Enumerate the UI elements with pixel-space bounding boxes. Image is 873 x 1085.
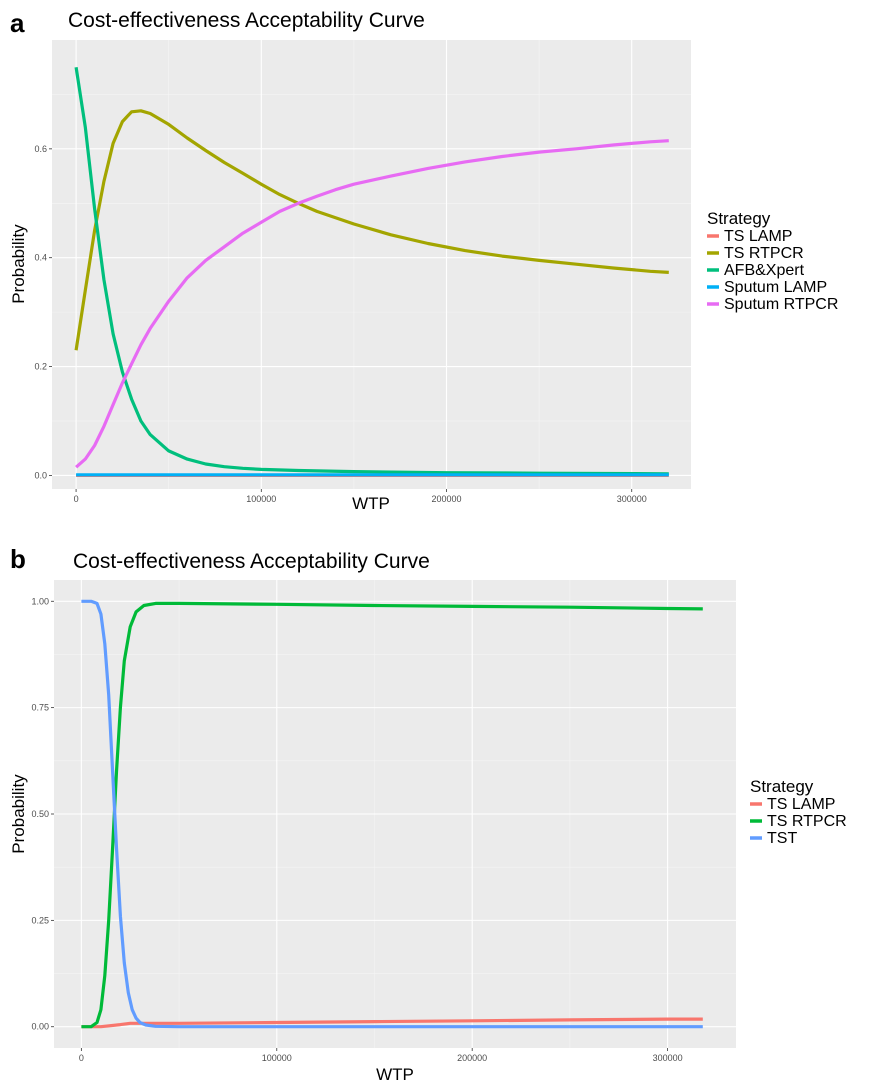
- plot-background: [52, 40, 691, 489]
- legend-label: TS RTPCR: [724, 245, 804, 262]
- series-layer: [74, 66, 669, 477]
- panel-letter: b: [10, 544, 26, 574]
- y-tick-label: 0.25: [31, 915, 49, 925]
- series-line-ts-rtpcr: [74, 109, 669, 351]
- legend-item: TST: [750, 830, 797, 847]
- legend-item: TS LAMP: [750, 796, 835, 813]
- series-layer: [81, 599, 703, 1029]
- series-line-sputum-rtpcr: [75, 139, 669, 469]
- x-axis-title: WTP: [376, 1065, 414, 1084]
- legend-label: TS LAMP: [767, 796, 835, 813]
- panel-b: b Cost-effectiveness Acceptability Curve…: [9, 544, 847, 1084]
- x-tick-label: 100000: [246, 494, 276, 504]
- grid: [54, 580, 736, 1048]
- y-tick-label: 0.50: [31, 809, 49, 819]
- x-axis: 0 100000 200000 300000: [74, 489, 647, 504]
- y-tick-label: 0.6: [34, 144, 47, 154]
- series-line-ts-lamp: [81, 1017, 703, 1029]
- x-axis: 0 100000 200000 300000: [79, 1048, 683, 1063]
- y-axis: 0.0 0.2 0.4 0.6: [34, 144, 52, 480]
- chart-title: Cost-effectiveness Acceptability Curve: [73, 550, 430, 573]
- chart-title: Cost-effectiveness Acceptability Curve: [68, 9, 425, 32]
- x-tick-label: 300000: [617, 494, 647, 504]
- x-axis-title: WTP: [352, 494, 390, 513]
- legend-label: TST: [767, 830, 797, 847]
- y-tick-label: 0.00: [31, 1022, 49, 1032]
- legend-item: TS RTPCR: [750, 813, 847, 830]
- x-tick-label: 200000: [457, 1053, 487, 1063]
- legend-title: Strategy: [707, 209, 771, 228]
- panel-a: a Cost-effectiveness Acceptability Curve…: [9, 8, 838, 513]
- x-tick-label: 200000: [431, 494, 461, 504]
- legend-item: Sputum LAMP: [707, 279, 827, 296]
- y-tick-label: 0.0: [34, 470, 47, 480]
- x-tick-label: 300000: [653, 1053, 683, 1063]
- y-tick-label: 0.75: [31, 703, 49, 713]
- y-tick-label: 0.4: [34, 253, 47, 263]
- y-tick-label: 0.2: [34, 362, 47, 372]
- series-line-tst: [81, 599, 703, 1029]
- legend-label: TS LAMP: [724, 228, 792, 245]
- legend-title: Strategy: [750, 777, 814, 796]
- y-axis-title: Probability: [9, 774, 28, 854]
- x-tick-label: 0: [79, 1053, 84, 1063]
- legend-item: Sputum RTPCR: [707, 296, 838, 313]
- legend-label: AFB&Xpert: [724, 262, 805, 279]
- x-tick-label: 100000: [262, 1053, 292, 1063]
- y-axis-title: Probability: [9, 224, 28, 304]
- y-tick-label: 1.00: [31, 596, 49, 606]
- legend-item: AFB&Xpert: [707, 262, 805, 279]
- legend-item: TS LAMP: [707, 228, 792, 245]
- legend-label: TS RTPCR: [767, 813, 847, 830]
- series-line-afb-xpert: [74, 66, 669, 476]
- panel-letter: a: [10, 8, 25, 38]
- legend-label: Sputum LAMP: [724, 279, 827, 296]
- legend-item: TS RTPCR: [707, 245, 804, 262]
- x-tick-label: 0: [74, 494, 79, 504]
- y-axis: 0.00 0.25 0.50 0.75 1.00: [31, 596, 54, 1032]
- legend-label: Sputum RTPCR: [724, 296, 838, 313]
- series-line-ts-rtpcr: [81, 601, 703, 1029]
